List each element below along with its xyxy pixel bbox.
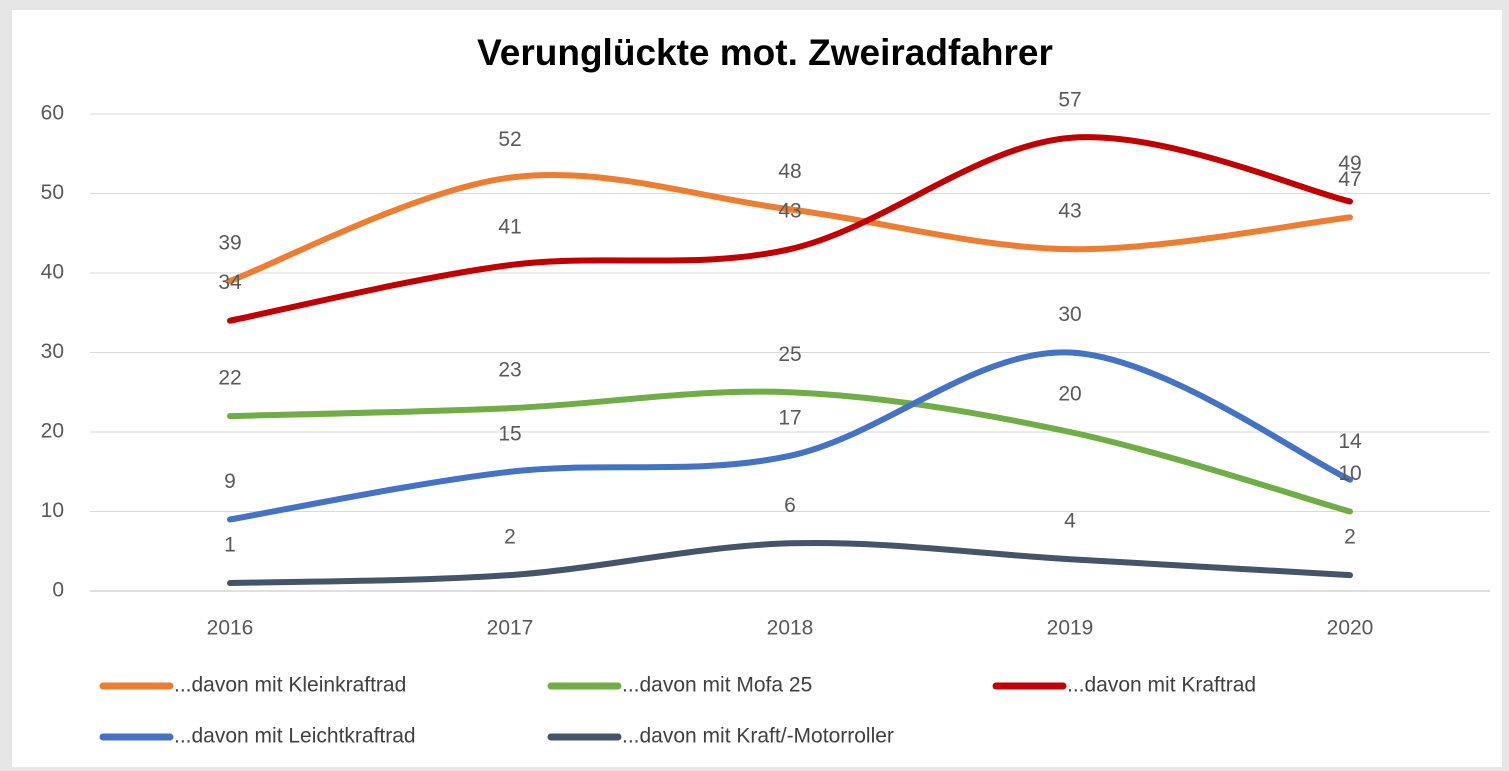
series-line [227,388,1353,515]
data-label: 43 [778,200,801,223]
data-label: 52 [498,128,521,151]
data-label: 9 [224,470,236,493]
data-label: 4 [1064,510,1076,533]
chart-title: Verunglückte mot. Zweiradfahrer [477,32,1053,73]
y-tick-label: 0 [52,579,64,602]
data-label: 15 [498,422,521,445]
data-label: 25 [778,343,801,366]
legend-label: ...davon mit Kleinkraftrad [174,674,406,697]
data-label: 30 [1058,303,1081,326]
series-line [227,134,1353,324]
legend-label: ...davon mit Kraft/-Motorroller [622,725,894,748]
legend-label: ...davon mit Leichtkraftrad [174,725,416,748]
data-label: 6 [784,494,796,517]
data-label: 49 [1338,152,1361,175]
data-label: 34 [218,271,242,294]
data-label: 2 [504,526,516,549]
y-tick-label: 10 [41,499,64,522]
x-tick-label: 2018 [767,617,814,640]
chart-area [12,10,1502,767]
series-line [227,539,1353,587]
series-line [227,172,1353,284]
data-label: 10 [1338,462,1361,485]
data-label: 23 [498,359,521,382]
y-tick-label: 40 [41,261,64,284]
legend-label: ...davon mit Mofa 25 [622,674,812,697]
y-tick-label: 30 [41,340,64,363]
y-tick-label: 50 [41,181,64,204]
data-label: 57 [1058,88,1081,111]
series-line [227,349,1353,523]
data-label: 17 [778,406,801,429]
data-label: 14 [1338,430,1362,453]
x-tick-label: 2016 [207,617,254,640]
data-label: 41 [498,216,521,239]
data-label: 22 [218,367,241,390]
data-label: 2 [1344,526,1356,549]
x-tick-label: 2019 [1047,617,1094,640]
data-label: 47 [1338,168,1361,191]
data-label: 39 [218,231,241,254]
legend-label: ...davon mit Kraftrad [1067,674,1256,697]
data-label: 43 [1058,200,1081,223]
x-tick-label: 2017 [487,617,534,640]
x-tick-label: 2020 [1327,617,1374,640]
y-tick-label: 60 [41,102,64,125]
data-label: 48 [778,160,801,183]
y-tick-label: 20 [41,420,64,443]
data-label: 1 [224,534,236,557]
data-label: 20 [1058,383,1081,406]
